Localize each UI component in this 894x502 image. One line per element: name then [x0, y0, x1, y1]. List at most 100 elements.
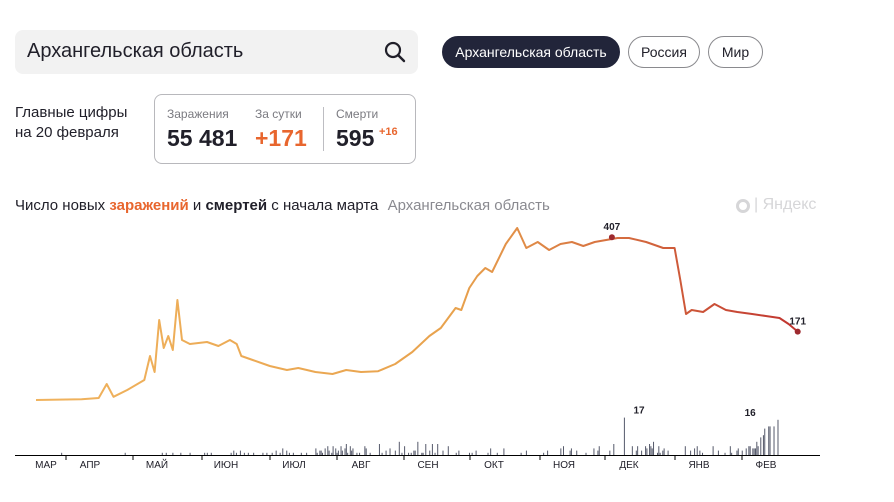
death-bar: [271, 452, 273, 455]
death-bar: [471, 452, 473, 455]
x-tick-label: МАЙ: [146, 458, 168, 471]
death-bar: [650, 446, 652, 455]
death-bar: [623, 417, 625, 455]
death-bar: [337, 450, 339, 455]
death-bar: [413, 450, 415, 455]
death-bar: [315, 448, 317, 455]
death-bar: [651, 448, 653, 455]
search-input[interactable]: Архангельская область: [27, 40, 244, 62]
death-bar: [425, 444, 427, 455]
death-bar: [663, 448, 665, 455]
death-bar: [359, 452, 361, 455]
death-bar: [597, 450, 599, 455]
death-bar: [717, 450, 719, 455]
stats-box: Заражения 55 481 За сутки +171 Смерти 59…: [154, 94, 416, 164]
death-bar: [468, 452, 470, 455]
death-bar: [206, 452, 208, 455]
death-bar: [422, 452, 424, 455]
death-bar: [773, 426, 775, 455]
death-bar: [172, 452, 174, 455]
death-bar: [754, 448, 756, 455]
death-bar: [124, 452, 126, 455]
death-bar: [408, 452, 410, 455]
stat-divider: [323, 107, 324, 151]
death-bar: [667, 450, 669, 455]
death-bar: [349, 446, 351, 455]
chart-title-suffix: с начала марта: [267, 197, 379, 214]
chart-title-infections: заражений: [109, 197, 189, 214]
death-bar: [631, 446, 633, 455]
death-bar: [243, 452, 245, 455]
infection-marker: [608, 234, 615, 241]
death-bar: [748, 446, 750, 455]
death-bar: [286, 450, 288, 455]
death-bar: [699, 450, 701, 455]
death-bar: [696, 446, 698, 455]
death-bar: [503, 448, 505, 455]
death-bar: [635, 450, 637, 455]
death-bar: [475, 450, 477, 455]
death-bar: [364, 446, 366, 455]
death-bar: [316, 452, 318, 455]
death-bar: [455, 452, 457, 455]
death-bar: [335, 448, 337, 455]
infections-label: Заражения: [167, 107, 229, 121]
death-bar: [410, 452, 412, 455]
x-tick-label: ОКТ: [484, 460, 504, 471]
death-bar: [764, 428, 766, 455]
death-bar: [421, 452, 423, 455]
infection-marker: [794, 328, 801, 335]
death-bar: [662, 450, 664, 455]
tab-world[interactable]: Мир: [708, 36, 763, 68]
deaths-bars: [61, 417, 779, 455]
death-bar: [684, 446, 686, 455]
death-bar: [404, 446, 406, 455]
x-tick-label: ИЮЛ: [282, 460, 305, 471]
death-bar: [490, 448, 492, 455]
x-tick-label: ДЕК: [619, 460, 638, 471]
tab-russia[interactable]: Россия: [628, 36, 700, 68]
tab-arkhangelsk[interactable]: Архангельская область: [442, 36, 620, 68]
x-tick-label: АПР: [80, 460, 101, 471]
death-bar: [233, 450, 235, 455]
death-bar: [347, 452, 349, 455]
death-bar: [560, 448, 562, 455]
death-bar: [496, 452, 498, 455]
death-bar: [760, 437, 762, 455]
death-bar: [756, 441, 758, 455]
infections-value: 55 481: [167, 125, 238, 151]
death-bar: [613, 444, 615, 455]
death-bar: [165, 452, 167, 455]
x-tick-label: АВГ: [352, 460, 371, 471]
death-bar: [328, 450, 330, 455]
death-bar: [378, 444, 380, 455]
death-bar: [434, 452, 436, 455]
death-bar: [369, 452, 371, 455]
death-bar: [204, 452, 206, 455]
death-bar: [752, 448, 754, 455]
death-bar: [189, 452, 191, 455]
death-bar: [520, 452, 522, 455]
death-bar: [569, 450, 571, 455]
death-bar: [646, 448, 648, 455]
death-bar: [235, 452, 237, 455]
death-bar: [769, 426, 771, 455]
death-bar: [690, 450, 692, 455]
death-bar: [431, 444, 433, 455]
search-icon[interactable]: [384, 41, 406, 63]
chart-title-and: и: [188, 197, 206, 214]
death-bar: [724, 452, 726, 455]
death-bar: [659, 452, 661, 455]
death-bar: [352, 448, 354, 455]
death-bar: [230, 452, 232, 455]
death-bar: [749, 446, 751, 455]
search-box[interactable]: Архангельская область: [15, 30, 418, 74]
death-bar: [768, 426, 770, 455]
death-bar: [712, 446, 714, 455]
death-bar: [253, 452, 255, 455]
chart-annotations: 407 171 17 16: [604, 222, 807, 419]
death-bar: [180, 452, 182, 455]
death-bar: [161, 452, 163, 455]
annotation-label: 171: [789, 317, 806, 328]
